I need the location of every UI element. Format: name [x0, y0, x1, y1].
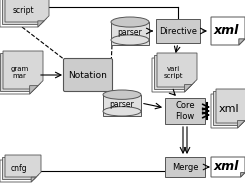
Polygon shape — [5, 0, 49, 22]
Ellipse shape — [111, 35, 149, 45]
Ellipse shape — [111, 17, 149, 27]
Polygon shape — [237, 121, 245, 128]
Polygon shape — [157, 53, 197, 87]
Text: Notation: Notation — [69, 70, 108, 79]
Polygon shape — [2, 0, 47, 25]
Polygon shape — [239, 39, 245, 45]
Text: xml: xml — [219, 104, 240, 114]
Polygon shape — [0, 53, 40, 92]
Polygon shape — [216, 89, 245, 123]
Ellipse shape — [103, 90, 141, 99]
Polygon shape — [211, 157, 245, 177]
Polygon shape — [152, 58, 192, 92]
Bar — [103, 95, 141, 116]
Polygon shape — [2, 158, 38, 180]
Text: cnfg: cnfg — [11, 164, 27, 173]
Polygon shape — [5, 155, 41, 177]
Polygon shape — [31, 177, 36, 182]
Text: Core
Flow: Core Flow — [175, 101, 195, 121]
Text: parser: parser — [110, 100, 134, 109]
Polygon shape — [155, 55, 195, 89]
Polygon shape — [211, 17, 245, 45]
Polygon shape — [0, 56, 38, 94]
Text: vari
script: vari script — [163, 66, 183, 79]
Text: xml: xml — [213, 25, 239, 38]
Text: Directive: Directive — [159, 27, 197, 36]
Polygon shape — [0, 0, 44, 27]
Bar — [156, 19, 200, 43]
FancyBboxPatch shape — [63, 59, 112, 92]
Bar — [165, 157, 205, 177]
Polygon shape — [213, 92, 245, 126]
Polygon shape — [30, 86, 38, 94]
Polygon shape — [38, 21, 44, 27]
Text: xml: xml — [214, 160, 239, 173]
Polygon shape — [0, 160, 36, 182]
Text: Merge: Merge — [172, 163, 198, 171]
Text: parser: parser — [118, 28, 142, 37]
Polygon shape — [3, 51, 43, 89]
Polygon shape — [184, 85, 192, 92]
Ellipse shape — [103, 107, 141, 116]
Bar — [165, 98, 205, 124]
Bar — [111, 22, 149, 45]
Text: script: script — [12, 6, 34, 15]
Polygon shape — [241, 173, 245, 177]
Text: gram
mar: gram mar — [10, 66, 28, 79]
Polygon shape — [211, 94, 245, 128]
